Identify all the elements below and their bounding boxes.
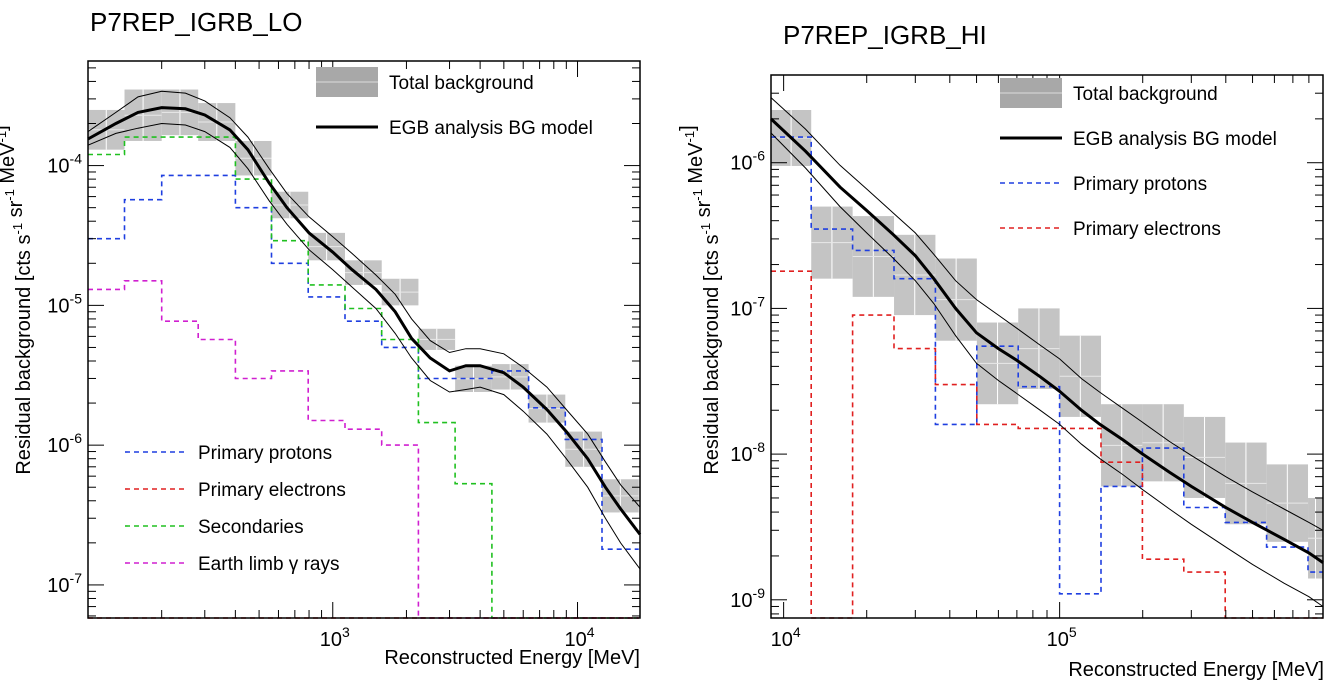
model-curves-right bbox=[769, 97, 1324, 607]
total-background-band-left bbox=[88, 89, 639, 513]
histograms-left bbox=[88, 136, 639, 619]
legend-left-top: Total background EGB analysis BG model bbox=[316, 67, 593, 139]
model-upper-envelope bbox=[770, 97, 1324, 531]
plot-frame-left bbox=[87, 60, 641, 619]
y-tick-label: 10-4 bbox=[47, 151, 82, 178]
xlabel-right: Reconstructed Energy [MeV] bbox=[1068, 659, 1324, 681]
x-tick-label: 104 bbox=[771, 624, 801, 651]
legend-bottom-label: Primary protons bbox=[198, 443, 332, 464]
legend-bottom-label: Secondaries bbox=[198, 517, 304, 538]
ylabel-text: Residual background [cts s-1 sr-1 MeV-1] bbox=[677, 125, 723, 474]
legend-right-top: Total background EGB analysis BG model Pri… bbox=[1000, 78, 1277, 240]
axes-right: 104 105 10-9 10-8 10-7 10-6 bbox=[730, 74, 1324, 651]
model-curves-left bbox=[87, 90, 642, 570]
x-tick-label: 105 bbox=[1047, 624, 1077, 651]
y-tick-label: 10-9 bbox=[730, 585, 765, 612]
xlabel-left: Reconstructed Energy [MeV] bbox=[384, 647, 640, 669]
histogram-primary-protons bbox=[88, 174, 639, 550]
chart-left: P7REP_IGRB_LO 103 104 10-7 10-6 10-5 10-4 Rec… bbox=[0, 7, 642, 669]
model-upper-envelope bbox=[87, 90, 641, 508]
y-tick-label: 10-8 bbox=[730, 439, 765, 466]
legend-top-label: Total background bbox=[1073, 84, 1218, 105]
x-tick-label: 103 bbox=[320, 624, 350, 651]
legend-bottom-label: Primary electrons bbox=[198, 480, 346, 501]
legend-top-label: EGB analysis BG model bbox=[389, 118, 593, 139]
legend-top-label: Primary electrons bbox=[1073, 219, 1221, 240]
legend-bottom-label: Earth limb γ rays bbox=[198, 554, 339, 575]
legend-top-label: EGB analysis BG model bbox=[1073, 129, 1277, 150]
histogram-secondaries bbox=[88, 136, 639, 619]
legend-left-bottom: Primary protons Primary electrons Secondar… bbox=[125, 443, 346, 575]
ylabel-text: Residual background [cts s-1 sr-1 MeV-1] bbox=[0, 125, 35, 474]
x-tick-label: 104 bbox=[564, 624, 594, 651]
ylabel-left: Residual background [cts s-1 sr-1 MeV-1] bbox=[0, 125, 35, 474]
model-central-curve bbox=[87, 106, 642, 536]
ylabel-right: Residual background [cts s-1 sr-1 MeV-1] bbox=[677, 125, 723, 474]
chart-left-title: P7REP_IGRB_LO bbox=[90, 7, 302, 37]
histogram-primary-electrons bbox=[771, 270, 1323, 619]
y-tick-label: 10-7 bbox=[47, 570, 82, 597]
model-central-curve bbox=[769, 117, 1324, 564]
histogram-primary-protons bbox=[771, 136, 1323, 595]
model-lower-envelope bbox=[87, 122, 641, 570]
y-tick-label: 10-6 bbox=[730, 148, 765, 175]
legend-top-label: Primary protons bbox=[1073, 174, 1207, 195]
y-tick-label: 10-6 bbox=[47, 430, 82, 457]
total-background-band-right bbox=[771, 110, 1323, 579]
histogram-earth-limb-rays bbox=[88, 280, 639, 619]
histograms-right bbox=[771, 136, 1323, 619]
chart-right: P7REP_IGRB_HI 104 105 10-9 10-8 10-7 10-6 Rec… bbox=[677, 20, 1324, 681]
y-tick-label: 10-7 bbox=[730, 293, 765, 320]
chart-right-title: P7REP_IGRB_HI bbox=[783, 20, 987, 50]
y-tick-label: 10-5 bbox=[47, 290, 82, 317]
model-lower-envelope bbox=[770, 132, 1324, 607]
axes-left: 103 104 10-7 10-6 10-5 10-4 bbox=[47, 61, 640, 651]
legend-top-label: Total background bbox=[389, 73, 534, 94]
